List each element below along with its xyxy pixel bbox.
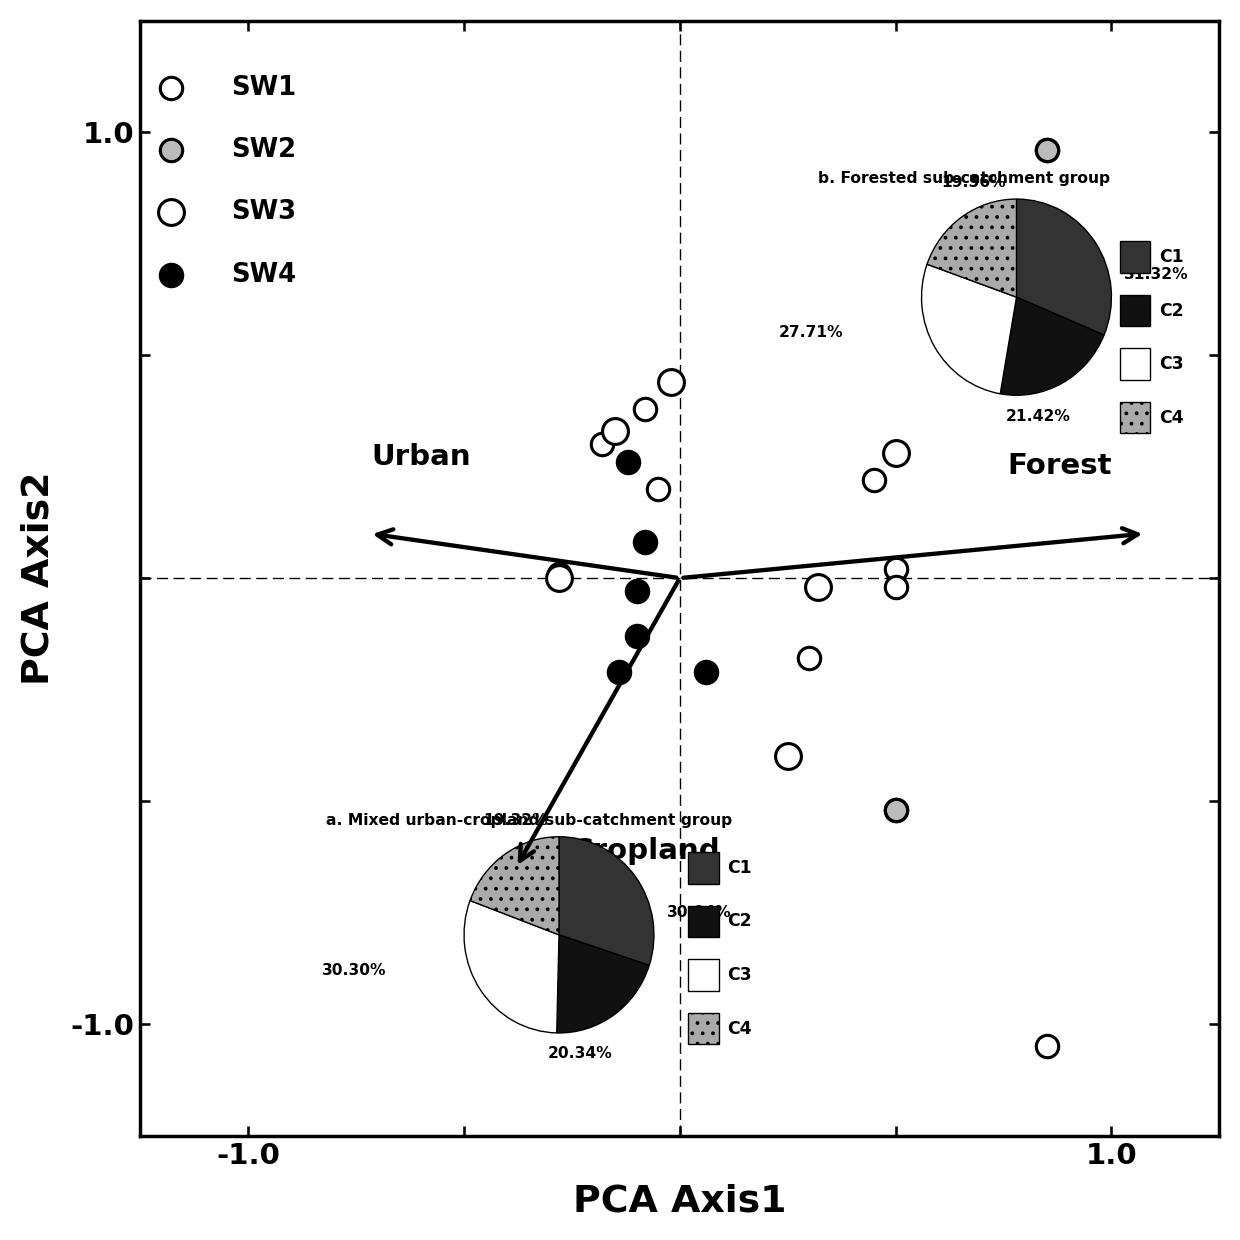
Text: 20.34%: 20.34%	[548, 1047, 613, 1061]
Text: Forest: Forest	[1007, 453, 1112, 480]
Text: 21.42%: 21.42%	[1006, 409, 1070, 424]
Text: 19.32%: 19.32%	[484, 813, 548, 828]
Text: SW1: SW1	[231, 74, 296, 100]
Text: C2: C2	[728, 913, 751, 930]
Wedge shape	[559, 837, 653, 966]
Bar	[688, 852, 719, 884]
Text: Urban: Urban	[371, 443, 471, 471]
Text: Cropland: Cropland	[572, 837, 720, 864]
Text: 30.30%: 30.30%	[322, 963, 387, 978]
Text: 27.71%: 27.71%	[779, 325, 844, 340]
X-axis label: PCA Axis1: PCA Axis1	[573, 1183, 786, 1219]
Text: C4: C4	[728, 1019, 751, 1038]
Wedge shape	[557, 935, 650, 1033]
Bar	[688, 1013, 719, 1044]
Text: SW4: SW4	[231, 262, 296, 288]
Wedge shape	[928, 200, 1017, 298]
Text: C3: C3	[728, 966, 751, 985]
Bar	[1120, 402, 1151, 433]
Bar	[1120, 295, 1151, 326]
Wedge shape	[921, 264, 1017, 394]
Wedge shape	[1017, 200, 1111, 335]
Bar	[688, 960, 719, 991]
Bar	[1120, 242, 1151, 273]
Text: 19.56%: 19.56%	[941, 175, 1006, 190]
Wedge shape	[464, 900, 559, 1033]
Text: C3: C3	[1159, 355, 1183, 373]
Wedge shape	[1001, 298, 1104, 396]
Text: C2: C2	[1159, 301, 1183, 320]
Bar	[1120, 348, 1151, 379]
Text: b. Forested sub-catchment group: b. Forested sub-catchment group	[818, 171, 1110, 186]
Text: C4: C4	[1159, 408, 1183, 427]
Text: SW2: SW2	[231, 136, 296, 162]
Text: SW3: SW3	[231, 200, 296, 226]
Text: C1: C1	[1159, 248, 1183, 267]
Y-axis label: PCA Axis2: PCA Axis2	[21, 471, 57, 684]
Text: C1: C1	[728, 859, 751, 877]
Bar	[688, 906, 719, 937]
Wedge shape	[470, 837, 559, 935]
Text: 31.32%: 31.32%	[1125, 268, 1189, 283]
Text: a. Mixed urban-cropland sub-catchment group: a. Mixed urban-cropland sub-catchment gr…	[326, 813, 732, 828]
Text: 30.04%: 30.04%	[667, 905, 732, 920]
